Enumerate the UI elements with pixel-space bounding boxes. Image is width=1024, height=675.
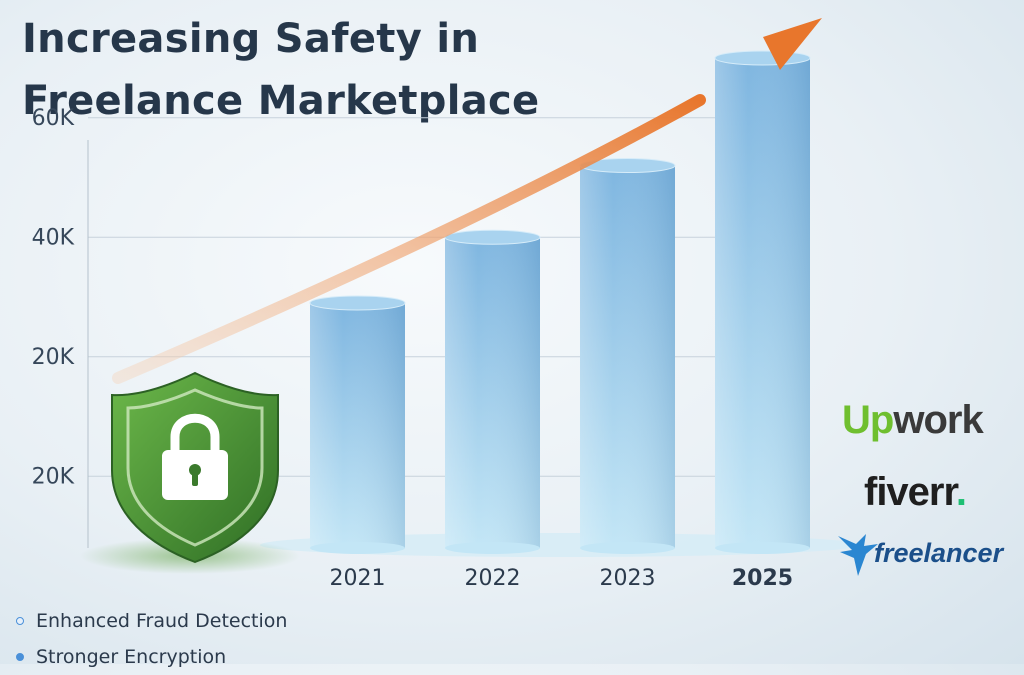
feature-label: Enhanced Fraud Detection <box>36 610 288 632</box>
padlock-icon <box>162 413 228 500</box>
trend-arrow <box>112 18 822 384</box>
title-line-1: Increasing Safety in <box>22 16 480 62</box>
bar-2021 <box>309 295 406 554</box>
freelancer-logo: freelancer <box>874 538 1004 568</box>
feature-label: Stronger Encryption <box>36 646 227 668</box>
y-tick-labels: 60K 40K 20K 20K <box>32 106 75 490</box>
bullet-dot-icon <box>16 653 24 661</box>
fiverr-logo: fiverr. <box>864 470 967 514</box>
x-tick-labels: 2021 2022 2023 2025 <box>330 566 794 591</box>
feature-item-encryption: Stronger Encryption <box>16 639 287 675</box>
freelancer-bird-icon <box>838 534 878 576</box>
x-tick-label: 2025 <box>732 566 793 591</box>
y-tick-label: 20K <box>32 464 75 489</box>
y-tick-label: 60K <box>32 106 75 131</box>
feature-list: Enhanced Fraud Detection Stronger Encryp… <box>16 603 287 675</box>
y-tick-label: 40K <box>32 225 75 250</box>
bar-2025 <box>714 50 811 554</box>
x-tick-label: 2023 <box>600 566 656 591</box>
bars <box>309 50 811 554</box>
chart-floor <box>260 533 860 557</box>
bar-2022 <box>444 229 541 554</box>
y-tick-label: 20K <box>32 345 75 370</box>
x-tick-label: 2022 <box>465 566 521 591</box>
bar-2023 <box>579 158 676 554</box>
chart-title: Increasing Safety in Freelance Marketpla… <box>22 8 539 132</box>
title-line-2: Freelance Marketplace <box>22 78 540 124</box>
bullet-dot-icon <box>16 617 24 625</box>
feature-item-fraud-detection: Enhanced Fraud Detection <box>16 603 287 639</box>
x-tick-label: 2021 <box>330 566 386 591</box>
upwork-logo: Upwork <box>842 398 984 442</box>
shield-icon <box>80 371 300 574</box>
